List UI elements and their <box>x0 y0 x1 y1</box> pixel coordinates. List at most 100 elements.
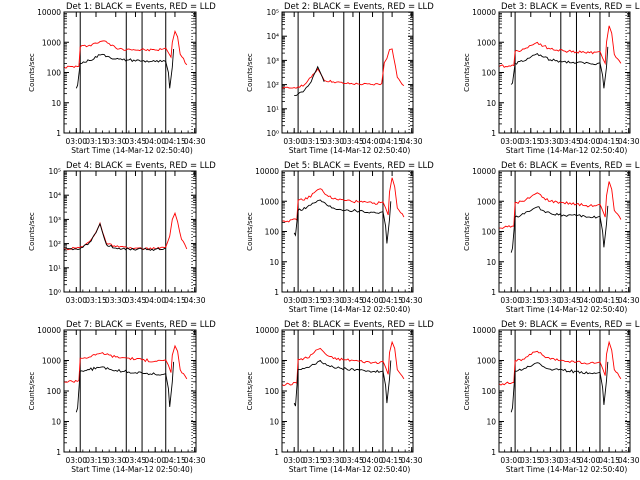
det8-xtick-label: 03:45 <box>342 456 364 465</box>
det7-ytick-label: 10 <box>51 418 61 427</box>
det5-xtick-label: 04:00 <box>362 296 384 305</box>
det3-xtick-label: 03:15 <box>520 137 542 146</box>
det7-ylabel: Counts/sec <box>28 372 36 411</box>
det6-xtick-label: 04:00 <box>579 296 601 305</box>
det5-ytick-label: 1 <box>274 288 279 297</box>
det7-xtick-label: 03:30 <box>105 456 127 465</box>
det2-ytick-label: 10³ <box>266 56 279 65</box>
det4-events-black-series <box>64 222 166 251</box>
det8-xtick-label: 03:15 <box>303 456 325 465</box>
det8-xtick-label: 04:30 <box>401 456 423 465</box>
det1-title: Det 1: BLACK = Events, RED = LLD <box>66 2 216 12</box>
det5-ytick-label: 10000 <box>255 167 279 176</box>
det1-ytick-label: 10000 <box>37 8 61 17</box>
det7-xtick-label: 03:45 <box>125 456 147 465</box>
det8-xtick-label: 04:00 <box>362 456 384 465</box>
det4-title: Det 4: BLACK = Events, RED = LLD <box>66 161 216 171</box>
det4-plot-frame <box>63 170 197 293</box>
det3-ytick-label: 10000 <box>472 8 496 17</box>
det7-xtick-label: 03:00 <box>65 456 87 465</box>
det5-xtick-label: 03:30 <box>323 296 345 305</box>
det5-xtick-label: 03:00 <box>283 296 305 305</box>
det2-xtick-label: 04:00 <box>362 137 384 146</box>
det2-ytick-label: 10² <box>266 81 279 90</box>
det4-xtick-label: 03:00 <box>65 296 87 305</box>
det5-ytick-label: 1000 <box>260 197 279 206</box>
det9-title: Det 9: BLACK = Events, RED = LLD <box>501 320 640 330</box>
det8-xtick-label: 03:30 <box>323 456 345 465</box>
det6-ytick-label: 100 <box>482 228 497 237</box>
det8-ylabel: Counts/sec <box>246 372 254 411</box>
det4-xtick-label: 04:00 <box>144 296 166 305</box>
det4-ylabel: Counts/sec <box>28 212 36 251</box>
det1-xtick-label: 03:45 <box>125 137 147 146</box>
det1-xlabel: Start Time (14-Mar-12 02:50:40) <box>71 146 193 155</box>
det4-ytick-label: 10⁵ <box>48 167 61 176</box>
det5-xlabel: Start Time (14-Mar-12 02:50:40) <box>289 305 411 314</box>
det5-xtick-label: 04:30 <box>401 296 423 305</box>
det1-ylabel: Counts/sec <box>28 53 36 92</box>
det9-xtick-label: 03:15 <box>520 456 542 465</box>
det3-xtick-label: 03:30 <box>540 137 562 146</box>
det3-xtick-label: 03:00 <box>500 137 522 146</box>
det6-ytick-label: 10 <box>486 258 496 267</box>
det6-ytick-label: 1000 <box>477 197 496 206</box>
det9-lld-red-series <box>499 340 622 386</box>
det6-title: Det 6: BLACK = Events, RED = LLD <box>501 161 640 171</box>
det2-lld-red-series <box>282 48 405 89</box>
det3-xtick-label: 03:45 <box>559 137 581 146</box>
det8-xtick-label: 03:00 <box>283 456 305 465</box>
det5-lld-red-series <box>282 177 405 223</box>
det2-xtick-label: 03:45 <box>342 137 364 146</box>
det9-ylabel: Counts/sec <box>463 372 471 411</box>
det7-ytick-label: 1000 <box>42 357 61 366</box>
det4-ytick-label: 10⁴ <box>48 191 61 200</box>
det5-ylabel: Counts/sec <box>246 212 254 251</box>
det9-ytick-label: 1 <box>491 448 496 457</box>
det9-xtick-label: 03:00 <box>500 456 522 465</box>
det9-ytick-label: 1000 <box>477 357 496 366</box>
det1-xtick-label: 03:00 <box>65 137 87 146</box>
det8-events-black-series <box>293 359 392 407</box>
det7-ytick-label: 10000 <box>37 326 61 335</box>
det4-ytick-label: 10¹ <box>48 264 61 273</box>
det2-ytick-label: 10⁵ <box>266 8 279 17</box>
det1-xtick-label: 04:00 <box>144 137 166 146</box>
det7-ytick-label: 100 <box>47 387 62 396</box>
det1-xtick-label: 03:15 <box>85 137 107 146</box>
det8-xtick-label: 04:15 <box>381 456 403 465</box>
det3-xtick-label: 04:00 <box>579 137 601 146</box>
det6-xtick-label: 03:45 <box>559 296 581 305</box>
det5-xtick-label: 03:45 <box>342 296 364 305</box>
det8-ytick-label: 100 <box>265 387 280 396</box>
det7-ytick-label: 1 <box>56 448 61 457</box>
det6-ytick-label: 1 <box>491 288 496 297</box>
det3-events-black-series <box>510 46 609 89</box>
det1-events-black-series <box>75 48 175 89</box>
det7-events-black-series <box>75 361 175 413</box>
det8-title: Det 8: BLACK = Events, RED = LLD <box>284 320 434 330</box>
det4-xtick-label: 03:15 <box>85 296 107 305</box>
det2-plot-frame <box>281 11 414 134</box>
det2-ytick-label: 10⁰ <box>266 129 279 138</box>
det2-ytick-label: 10¹ <box>266 105 279 114</box>
det2-events-black-series <box>294 65 325 97</box>
det3-ylabel: Counts/sec <box>463 53 471 92</box>
det5-xtick-label: 03:15 <box>303 296 325 305</box>
det3-lld-red-series <box>499 25 622 68</box>
det2-xtick-label: 04:15 <box>381 137 403 146</box>
det8-ytick-label: 10 <box>269 418 279 427</box>
det7-title: Det 7: BLACK = Events, RED = LLD <box>66 320 216 330</box>
det4-ytick-label: 10² <box>48 240 61 249</box>
det5-ytick-label: 100 <box>265 228 280 237</box>
det9-ytick-label: 100 <box>482 387 497 396</box>
det7-xtick-label: 04:30 <box>184 456 206 465</box>
det9-ytick-label: 10 <box>486 418 496 427</box>
det5-xtick-label: 04:15 <box>381 296 403 305</box>
det1-ytick-label: 10 <box>51 99 61 108</box>
det8-xlabel: Start Time (14-Mar-12 02:50:40) <box>289 465 411 474</box>
det6-lld-red-series <box>499 181 622 229</box>
det7-xtick-label: 03:15 <box>85 456 107 465</box>
